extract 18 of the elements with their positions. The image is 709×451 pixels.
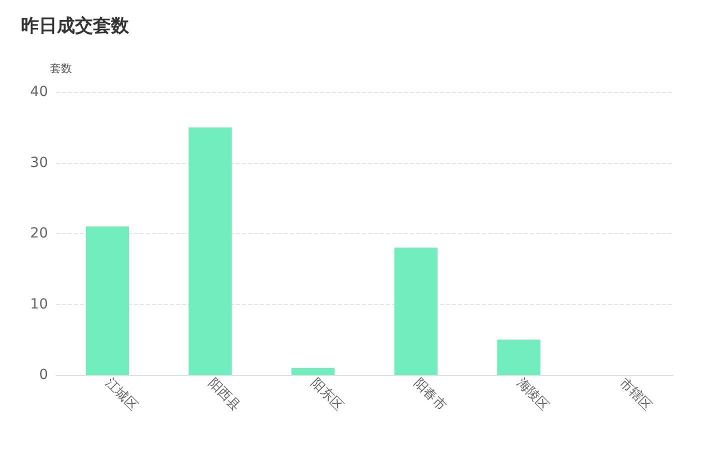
x-tick-label: 阳西县 [204,376,244,414]
bar [86,226,130,375]
x-tick-label: 阳春市 [410,376,449,414]
x-tick-label: 海陵区 [513,376,552,414]
x-tick-label: 市辖区 [616,376,654,414]
bar [497,340,540,375]
bar [394,248,438,375]
y-tick-label: 10 [30,296,48,312]
x-tick-label: 阳东区 [308,376,346,414]
y-axis-title: 套数 [50,62,72,75]
bar [188,127,232,375]
y-tick-label: 30 [30,154,48,171]
y-tick-label: 0 [39,367,48,383]
bar [291,368,335,375]
x-tick-label: 江城区 [102,376,140,414]
chart-title: 昨日成交套数 [21,16,130,36]
y-tick-label: 20 [30,226,48,242]
y-tick-label: 40 [30,84,48,100]
